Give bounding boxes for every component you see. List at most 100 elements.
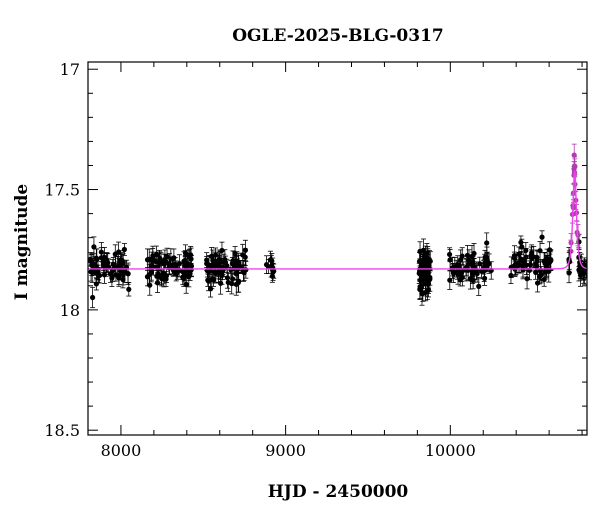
data-point bbox=[523, 242, 529, 259]
data-point bbox=[204, 252, 210, 268]
y-tick-label: 18 bbox=[60, 301, 80, 320]
point-marker bbox=[90, 294, 96, 301]
data-point bbox=[516, 256, 522, 274]
data-point bbox=[420, 267, 427, 290]
data-point bbox=[469, 245, 475, 268]
point-marker bbox=[476, 283, 482, 289]
point-marker bbox=[101, 254, 108, 260]
data-point bbox=[90, 286, 96, 309]
data-point bbox=[91, 236, 97, 258]
data-point bbox=[447, 270, 453, 290]
point-marker bbox=[447, 277, 453, 283]
point-marker bbox=[93, 281, 99, 287]
point-marker bbox=[225, 279, 231, 286]
point-marker bbox=[231, 258, 237, 264]
point-marker bbox=[478, 268, 485, 274]
point-marker bbox=[528, 252, 534, 259]
data-point bbox=[523, 255, 530, 276]
point-marker bbox=[224, 275, 231, 281]
point-marker bbox=[534, 280, 541, 286]
data-point bbox=[464, 245, 471, 266]
plot-frame bbox=[87, 61, 588, 436]
data-point bbox=[420, 238, 427, 262]
point-marker bbox=[154, 280, 161, 286]
data-point bbox=[225, 272, 231, 293]
point-marker bbox=[265, 264, 271, 270]
data-point bbox=[231, 250, 237, 272]
data-point bbox=[577, 263, 584, 287]
point-marker bbox=[446, 251, 453, 258]
data-layer bbox=[88, 143, 587, 309]
point-marker bbox=[188, 267, 194, 273]
data-point bbox=[476, 276, 482, 296]
data-point bbox=[216, 255, 223, 276]
x-axis-label: HJD - 2450000 bbox=[268, 482, 409, 502]
point-marker bbox=[158, 258, 164, 265]
y-axis-label: I magnitude bbox=[12, 184, 32, 301]
point-marker bbox=[162, 256, 168, 263]
data-point bbox=[235, 272, 241, 293]
data-point bbox=[420, 284, 426, 302]
point-marker bbox=[571, 163, 578, 169]
data-point bbox=[447, 248, 453, 271]
point-marker bbox=[453, 264, 459, 270]
point-marker bbox=[580, 268, 587, 274]
data-point bbox=[208, 247, 215, 266]
point-marker bbox=[464, 252, 471, 259]
point-marker bbox=[537, 248, 543, 254]
point-marker bbox=[543, 265, 550, 271]
x-tick-label: 10000 bbox=[425, 441, 476, 460]
data-point bbox=[98, 242, 104, 263]
point-marker bbox=[447, 257, 453, 263]
point-marker bbox=[577, 272, 584, 278]
data-point bbox=[426, 260, 432, 279]
point-marker bbox=[146, 272, 152, 278]
y-tick-label: 18.5 bbox=[44, 421, 80, 440]
point-marker bbox=[242, 254, 248, 260]
point-marker bbox=[126, 286, 132, 292]
data-point bbox=[511, 245, 518, 266]
point-marker bbox=[521, 258, 527, 265]
y-tick-label: 17.5 bbox=[44, 181, 80, 200]
point-marker bbox=[484, 240, 490, 246]
point-marker bbox=[467, 276, 473, 282]
data-point bbox=[158, 270, 165, 287]
data-point bbox=[484, 232, 490, 254]
point-marker bbox=[186, 273, 192, 280]
point-marker bbox=[547, 258, 553, 264]
x-tick-label: 8000 bbox=[101, 441, 142, 460]
point-marker bbox=[516, 262, 522, 268]
point-marker bbox=[116, 263, 122, 269]
point-marker bbox=[125, 271, 131, 277]
point-marker bbox=[534, 258, 540, 265]
point-marker bbox=[146, 256, 152, 262]
point-marker bbox=[420, 247, 427, 253]
point-marker bbox=[158, 275, 165, 282]
data-point bbox=[521, 252, 527, 271]
point-marker bbox=[182, 250, 189, 256]
point-marker bbox=[183, 281, 189, 287]
x-tick-label: 9000 bbox=[265, 441, 306, 460]
point-marker bbox=[95, 269, 101, 275]
point-marker bbox=[104, 260, 110, 266]
point-marker bbox=[98, 249, 104, 255]
data-point bbox=[205, 271, 212, 292]
point-marker bbox=[153, 252, 159, 258]
chart-title: OGLE-2025-BLG-0317 bbox=[232, 26, 444, 46]
point-marker bbox=[420, 290, 426, 296]
data-point bbox=[453, 259, 459, 274]
point-marker bbox=[538, 272, 544, 278]
point-marker bbox=[571, 152, 577, 158]
data-point bbox=[528, 246, 534, 265]
y-tick-label: 17 bbox=[60, 60, 80, 79]
point-marker bbox=[539, 234, 545, 240]
point-marker bbox=[469, 253, 475, 259]
data-point bbox=[242, 248, 248, 266]
data-point bbox=[182, 244, 189, 262]
data-point bbox=[121, 243, 128, 256]
data-point bbox=[154, 272, 161, 293]
point-marker bbox=[120, 276, 126, 283]
point-marker bbox=[235, 280, 241, 286]
data-point bbox=[146, 248, 152, 270]
